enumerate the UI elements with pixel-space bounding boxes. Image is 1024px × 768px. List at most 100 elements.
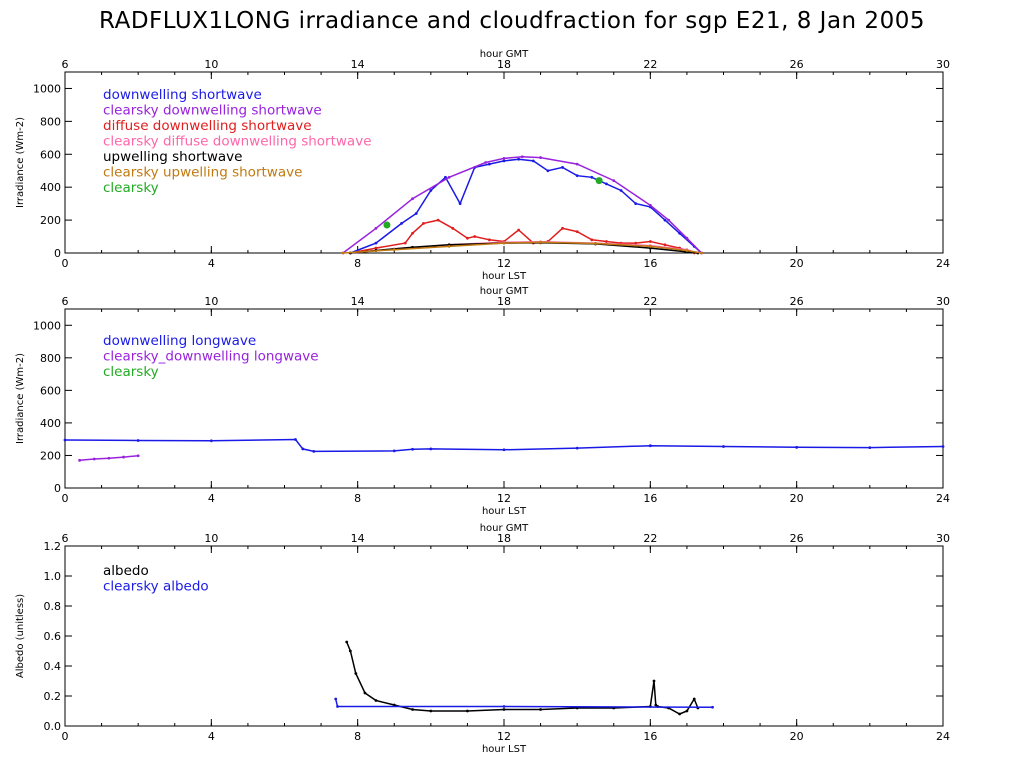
data-point [411,197,414,201]
y-tick-label: 0 [54,247,61,260]
legend-entry: clearsky albedo [103,579,209,595]
y-tick-label: 600 [40,384,61,397]
x-tick-label: 20 [790,257,804,270]
y-tick-label: 400 [40,417,61,430]
data-point [590,175,594,179]
data-point [575,162,579,166]
x-tick-label: 0 [62,492,69,505]
x-tick-label: 16 [643,492,657,505]
x2-tick-label: 18 [497,295,511,308]
y-tick-label: 800 [40,352,61,365]
data-point [590,238,594,242]
y-tick-label: 400 [40,181,61,194]
x2-tick-label: 6 [62,532,69,545]
data-point [411,447,414,451]
legend-entry: clearsky upwelling shortwave [103,165,302,181]
data-point [539,240,542,244]
data-point [648,203,652,207]
data-point [312,449,316,453]
panel-longwave [63,308,945,489]
data-point [487,162,491,166]
x-axis-label: hour LST [482,271,527,282]
data-point [354,672,358,675]
data-point [652,679,656,683]
data-point [294,438,297,441]
panel-shortwave [64,71,944,255]
data-point [517,228,521,232]
data-point [520,155,524,159]
data-point [451,226,455,230]
x-tick-label: 12 [497,730,511,743]
page-title: RADFLUX1LONG irradiance and cloudfractio… [99,8,925,34]
y-tick-label: 0 [54,482,61,495]
data-point [722,445,725,448]
data-point [634,202,638,206]
data-point [429,447,433,451]
x2-tick-label: 6 [62,295,69,308]
legend-entry: albedo [103,563,149,579]
x2-tick-label: 14 [351,295,365,308]
x2-tick-label: 30 [936,532,950,545]
x-tick-label: 16 [643,730,657,743]
x2-tick-label: 18 [497,532,511,545]
series-line-albedo [346,641,699,715]
y-axis-label: Irradiance (Wm-2) [15,117,26,208]
data-point [868,446,872,450]
data-point [700,251,703,255]
data-point [374,241,378,245]
data-point [122,455,125,459]
data-point [466,709,469,713]
data-point [561,166,564,169]
x-tick-label: 8 [354,492,361,505]
data-point [444,175,447,179]
plot-frame [64,545,944,727]
y-tick-label: 0.4 [44,660,62,673]
data-point [429,709,433,713]
y-tick-label: 800 [40,115,61,128]
x2-tick-label: 10 [204,532,218,545]
series-line-diffuse-downwelling-shortwave [350,219,695,254]
data-point [411,708,414,711]
data-point [678,712,681,716]
data-point [546,169,550,173]
x2-tick-label: 30 [936,58,950,71]
data-point [667,218,671,222]
y-tick-label: 0.0 [44,720,62,733]
data-point [92,457,96,461]
y-tick-label: 1000 [33,82,61,95]
data-point [411,231,414,235]
x-tick-label: 0 [62,730,69,743]
data-point [502,241,506,245]
legend-entry: clearsky diffuse downwelling shortwave [103,134,372,150]
x-tick-label: 24 [936,730,950,743]
data-point [648,240,652,243]
x2-tick-label: 26 [790,58,804,71]
y-tick-label: 200 [40,449,61,462]
x-tick-label: 12 [497,257,511,270]
data-point [619,189,623,192]
y-tick-label: 1.2 [44,540,62,553]
y-tick-label: 0.2 [44,690,62,703]
x-tick-label: 4 [208,730,215,743]
data-point [447,245,451,248]
data-point [795,445,799,449]
x-tick-label: 12 [497,492,511,505]
x2-axis-label: hour GMT [480,523,529,534]
data-point [663,243,667,247]
data-point [663,218,667,222]
x-tick-label: 20 [790,492,804,505]
data-point [458,202,462,206]
data-point [517,157,521,161]
x-tick-label: 8 [354,730,361,743]
x-tick-label: 4 [208,492,215,505]
data-point [484,161,488,164]
data-point [711,705,714,709]
data-point [648,245,652,248]
data-point [685,709,689,713]
x2-tick-label: 18 [497,58,511,71]
y-axis-label: Albedo (unitless) [15,594,26,678]
data-point [575,174,579,178]
data-point [392,449,396,453]
data-point [685,249,689,252]
